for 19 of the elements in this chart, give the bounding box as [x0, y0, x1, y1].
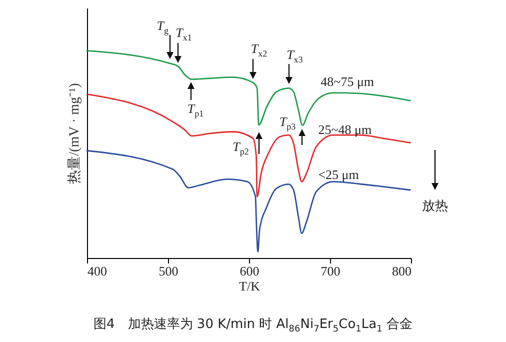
text: 图4 加热速率为 30 K/min 时 Al$_{86}$Ni$_{7}$Er$_{5}$Co$_{1}$La$_{1}$ 合金 — [94, 317, 412, 335]
series-label: 48~75 μm — [320, 74, 374, 89]
text: 放热 — [422, 198, 448, 212]
x-tick-label: 400 — [88, 264, 107, 278]
annotation: T$_{p2}$ — [232, 138, 249, 156]
annotation: T$_{g}$ — [156, 18, 168, 36]
annotation: T$_{p3}$ — [279, 114, 296, 132]
x-tick-label: 500 — [158, 264, 178, 278]
annotation: T$_{x1}$ — [176, 25, 192, 43]
series-label: 25~48 μm — [318, 122, 372, 138]
annotation: T$_{x2}$ — [250, 41, 268, 59]
annotation: T$_{p1}$ — [187, 101, 204, 119]
y-axis-title: 热量/(mV · mg⁻¹) — [66, 82, 82, 184]
x-tick-label: 700 — [320, 264, 340, 278]
annotation: T$_{x3}$ — [286, 46, 303, 65]
x-tick-label: 600 — [240, 264, 260, 278]
x-tick-label: 800 — [392, 264, 412, 278]
x-axis-title: T/K — [239, 278, 261, 294]
series-label: <25 μm — [318, 167, 359, 182]
